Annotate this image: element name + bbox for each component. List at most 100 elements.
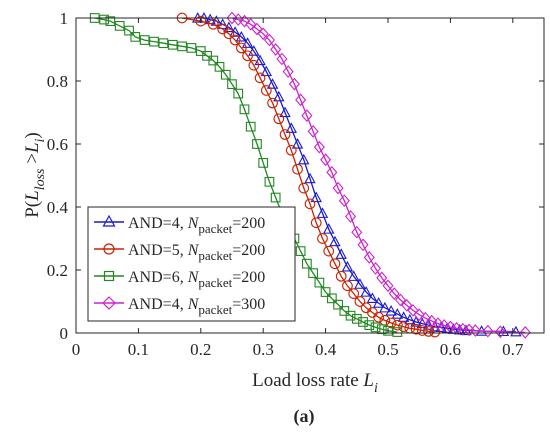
data-point-diamond bbox=[351, 225, 363, 239]
data-point-circle bbox=[373, 311, 384, 323]
data-point-circle bbox=[317, 233, 328, 244]
data-point-square bbox=[345, 310, 356, 321]
data-point-diamond bbox=[388, 287, 400, 300]
data-point-diamond bbox=[345, 210, 357, 223]
series-line bbox=[231, 17, 526, 334]
data-point-triangle bbox=[254, 54, 266, 66]
data-point-triangle bbox=[291, 138, 304, 149]
data-point-triangle bbox=[316, 207, 329, 218]
x-tick-label: 0.3 bbox=[253, 340, 274, 359]
data-point-circle bbox=[223, 28, 235, 40]
x-axis-title-var: L bbox=[362, 370, 374, 391]
data-point-diamond bbox=[313, 140, 325, 154]
y-tick-label: 0.6 bbox=[47, 135, 68, 154]
data-point-square bbox=[233, 88, 244, 99]
data-point-square bbox=[364, 320, 375, 330]
data-point-square bbox=[252, 139, 262, 149]
data-point-circle bbox=[335, 270, 347, 282]
data-point-circle bbox=[279, 129, 291, 140]
data-point-triangle bbox=[441, 322, 454, 333]
data-point-circle bbox=[385, 317, 397, 329]
data-point-circle bbox=[285, 144, 297, 156]
data-point-square bbox=[130, 32, 141, 42]
legend-box bbox=[87, 206, 296, 322]
data-point-diamond bbox=[426, 314, 438, 328]
data-point-square bbox=[308, 268, 318, 279]
legend-entry-3: AND=6, Npacket=200 bbox=[94, 269, 265, 290]
data-point-circle bbox=[267, 97, 278, 109]
data-point-triangle bbox=[266, 78, 279, 89]
figure-caption: (a) bbox=[294, 406, 315, 427]
y-tick-label: 0.4 bbox=[47, 198, 69, 217]
legend-label-4: AND=4, Npacket=300 bbox=[128, 296, 265, 317]
data-point-circle bbox=[348, 288, 360, 299]
y-tick-label: 0 bbox=[60, 324, 69, 343]
data-point-diamond bbox=[245, 17, 257, 31]
data-point-square bbox=[214, 61, 225, 72]
data-point-circle bbox=[260, 85, 272, 96]
data-point-square bbox=[158, 38, 169, 49]
data-point-square bbox=[320, 287, 331, 297]
data-point-circle bbox=[207, 18, 219, 30]
data-point-square bbox=[227, 79, 237, 90]
data-point-square bbox=[239, 104, 250, 115]
data-point-diamond bbox=[326, 165, 338, 179]
data-point-diamond bbox=[376, 271, 388, 285]
data-point-triangle bbox=[372, 297, 385, 308]
data-point-circle bbox=[248, 59, 260, 71]
data-point-square bbox=[177, 41, 187, 52]
data-point-square bbox=[149, 36, 159, 47]
data-point-circle bbox=[429, 326, 441, 338]
data-point-diamond bbox=[394, 293, 407, 307]
data-point-diamond bbox=[288, 77, 300, 91]
data-point-triangle bbox=[391, 308, 404, 319]
data-point-triangle bbox=[397, 311, 410, 322]
data-point-triangle bbox=[248, 45, 260, 56]
data-point-square bbox=[326, 293, 337, 304]
data-point-triangle bbox=[360, 286, 372, 297]
data-point-circle bbox=[298, 182, 310, 194]
data-point-triangle bbox=[379, 301, 391, 313]
data-point-circle bbox=[242, 50, 253, 62]
data-point-diamond bbox=[419, 311, 431, 325]
x-axis-title: Load loss rate Li bbox=[252, 370, 378, 396]
data-point-circle bbox=[354, 296, 366, 307]
data-point-diamond bbox=[263, 33, 275, 47]
data-point-triangle bbox=[304, 172, 316, 184]
data-point-square bbox=[99, 14, 109, 25]
y-tick-label: 0.8 bbox=[47, 72, 68, 91]
plot-area-frame bbox=[75, 17, 545, 334]
data-point-square bbox=[105, 16, 116, 27]
legend-label-1: AND=4, Npacket=200 bbox=[128, 215, 265, 236]
data-point-diamond bbox=[238, 14, 251, 28]
data-point-circle bbox=[329, 258, 341, 270]
data-point-circle bbox=[236, 42, 247, 54]
data-point-triangle bbox=[285, 122, 298, 133]
data-point-circle bbox=[323, 245, 335, 257]
legend-marker-circle bbox=[103, 243, 115, 255]
data-point-diamond bbox=[382, 279, 394, 293]
legend-label-3: AND=6, Npacket=200 bbox=[128, 269, 265, 290]
series-line bbox=[94, 17, 398, 333]
data-point-triangle bbox=[366, 292, 379, 303]
data-point-diamond bbox=[482, 324, 494, 338]
data-point-diamond bbox=[301, 109, 313, 123]
data-point-diamond bbox=[413, 308, 425, 322]
data-point-diamond bbox=[282, 65, 294, 78]
legend-entry-2: AND=5, Npacket=200 bbox=[94, 242, 265, 263]
series-line bbox=[181, 17, 435, 333]
data-point-diamond bbox=[332, 181, 344, 195]
legend-marker-square bbox=[103, 270, 115, 282]
data-point-triangle bbox=[435, 321, 447, 332]
data-point-triangle bbox=[347, 270, 360, 281]
data-point-square bbox=[333, 299, 343, 310]
data-point-circle bbox=[254, 72, 266, 84]
data-point-square bbox=[208, 55, 219, 66]
legend-entry-4: AND=4, Npacket=300 bbox=[94, 296, 265, 317]
data-point-square bbox=[383, 325, 393, 336]
data-point-diamond bbox=[363, 251, 375, 264]
y-axis-title-var1: L bbox=[22, 190, 43, 202]
data-point-square bbox=[392, 327, 403, 337]
data-point-square bbox=[258, 158, 269, 168]
